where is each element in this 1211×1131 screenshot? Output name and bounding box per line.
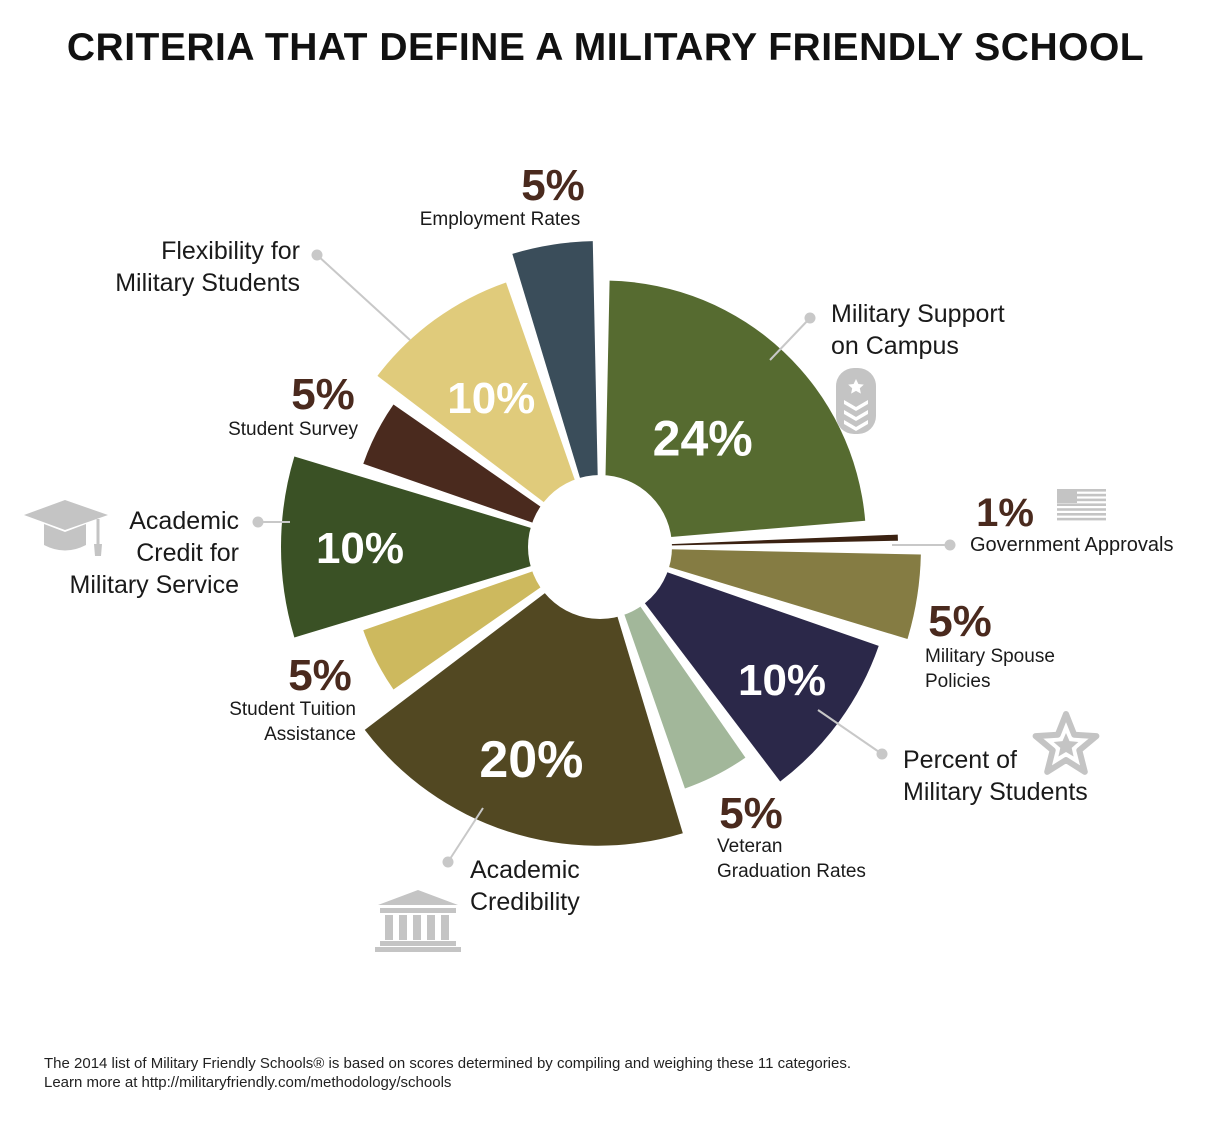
pct-label-academic-credibility: 20% [479,731,583,789]
rank-badge-icon [836,368,876,434]
pct-label-student-tuition-assistance: 5% [288,651,352,700]
leader-lines [252,249,956,868]
slice-military-support-on-campus [604,280,866,543]
desc-label-military-support-on-campus: Military Support [831,300,1005,328]
slice-flexibility-for-military-students [377,282,597,543]
slice-government-approvals [605,534,898,547]
slice-employment-rates [512,241,600,542]
desc-label-veteran-graduation-rates: Graduation Rates [717,861,866,882]
leader-line [447,807,484,863]
slice-percent-of-military-students [604,550,879,782]
desc-label-percent-of-military-students: Military Students [903,778,1088,806]
icons [24,368,1106,952]
leader-dot [252,516,264,528]
flag-icon [1057,489,1106,521]
leader-dot [876,748,888,760]
star-icon [1032,711,1100,775]
desc-label-academic-credit-for-military-service: Credit for [136,539,239,567]
pie-slices [281,241,921,846]
pct-label-military-spouse-policies: 5% [928,597,992,646]
leader-line [316,254,411,341]
leader-dot [944,539,956,551]
pct-label-percent-of-military-students: 10% [738,656,826,705]
desc-label-military-support-on-campus: on Campus [831,332,959,360]
footer-line-1: The 2014 list of Military Friendly Schoo… [44,1055,852,1072]
pct-label-government-approvals: 1% [976,491,1034,535]
leader-line [769,317,811,361]
desc-label-military-spouse-policies: Military Spouse [925,646,1055,667]
desc-label-academic-credit-for-military-service: Academic [129,507,239,535]
pct-label-veteran-graduation-rates: 5% [719,789,783,838]
slice-academic-credit-for-military-service [281,456,594,638]
leader-dot [804,312,816,324]
building-icon [375,890,461,952]
desc-label-academic-credibility: Credibility [470,888,580,916]
leader-dot [311,249,323,261]
desc-label-student-tuition-assistance: Student Tuition [229,699,356,720]
desc-label-military-spouse-policies: Policies [925,671,990,692]
slice-academic-credibility [364,552,683,846]
slice-student-tuition-assistance [363,549,595,690]
pct-label-student-survey: 5% [291,370,355,419]
slice-veteran-graduation-rates [602,552,746,789]
desc-label-veteran-graduation-rates: Veteran [717,836,783,857]
pct-label-flexibility-for-military-students: 10% [447,374,535,423]
chart-title: CRITERIA THAT DEFINE A MILITARY FRIENDLY… [66,26,1145,69]
desc-label-government-approvals: Government Approvals [970,534,1173,556]
desc-label-academic-credit-for-military-service: Military Service [70,571,239,599]
leader-line [817,709,883,755]
pct-label-academic-credit-for-military-service: 10% [316,524,404,573]
pct-label-military-support-on-campus: 24% [653,411,753,467]
leader-dot [442,856,454,868]
desc-label-flexibility-for-military-students: Flexibility for [161,237,300,265]
desc-label-percent-of-military-students: Percent of [903,746,1017,774]
slice-student-survey [363,404,595,545]
slice-military-spouse-policies [605,547,921,639]
desc-label-academic-credibility: Academic [470,856,580,884]
slice-labels: 24% Military Support on Campus 1%Government… [70,161,1174,916]
footer-note: The 2014 list of Military Friendly Schoo… [44,1054,851,1092]
desc-label-flexibility-for-military-students: Military Students [115,269,300,297]
graduation-cap-icon [24,500,108,556]
footer-line-2: Learn more at http://militaryfriendly.co… [44,1074,452,1091]
pct-label-employment-rates: 5% [521,161,585,210]
desc-label-student-tuition-assistance: Assistance [264,724,356,745]
desc-label-employment-rates: Employment Rates [420,209,581,230]
center-hole [528,475,672,619]
desc-label-student-survey: Student Survey [228,419,358,440]
